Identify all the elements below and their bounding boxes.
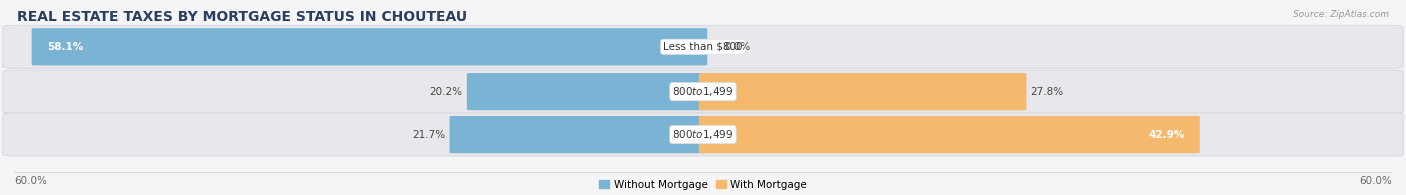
Text: $800 to $1,499: $800 to $1,499 [672,128,734,141]
Text: 21.7%: 21.7% [412,129,446,140]
Text: 60.0%: 60.0% [1360,176,1392,186]
Text: $800 to $1,499: $800 to $1,499 [672,85,734,98]
FancyBboxPatch shape [3,113,1403,156]
Text: Less than $800: Less than $800 [664,42,742,52]
Text: 60.0%: 60.0% [14,176,46,186]
FancyBboxPatch shape [32,28,707,66]
Text: 42.9%: 42.9% [1149,129,1184,140]
Text: 20.2%: 20.2% [430,87,463,97]
Legend: Without Mortgage, With Mortgage: Without Mortgage, With Mortgage [595,175,811,194]
Text: 0.0%: 0.0% [724,42,751,52]
FancyBboxPatch shape [699,116,1199,153]
FancyBboxPatch shape [467,73,707,110]
Text: Source: ZipAtlas.com: Source: ZipAtlas.com [1294,10,1389,19]
Text: 27.8%: 27.8% [1031,87,1064,97]
Text: 58.1%: 58.1% [48,42,83,52]
FancyBboxPatch shape [699,73,1026,110]
Text: REAL ESTATE TAXES BY MORTGAGE STATUS IN CHOUTEAU: REAL ESTATE TAXES BY MORTGAGE STATUS IN … [17,10,467,24]
FancyBboxPatch shape [3,25,1403,68]
FancyBboxPatch shape [3,70,1403,113]
FancyBboxPatch shape [450,116,707,153]
